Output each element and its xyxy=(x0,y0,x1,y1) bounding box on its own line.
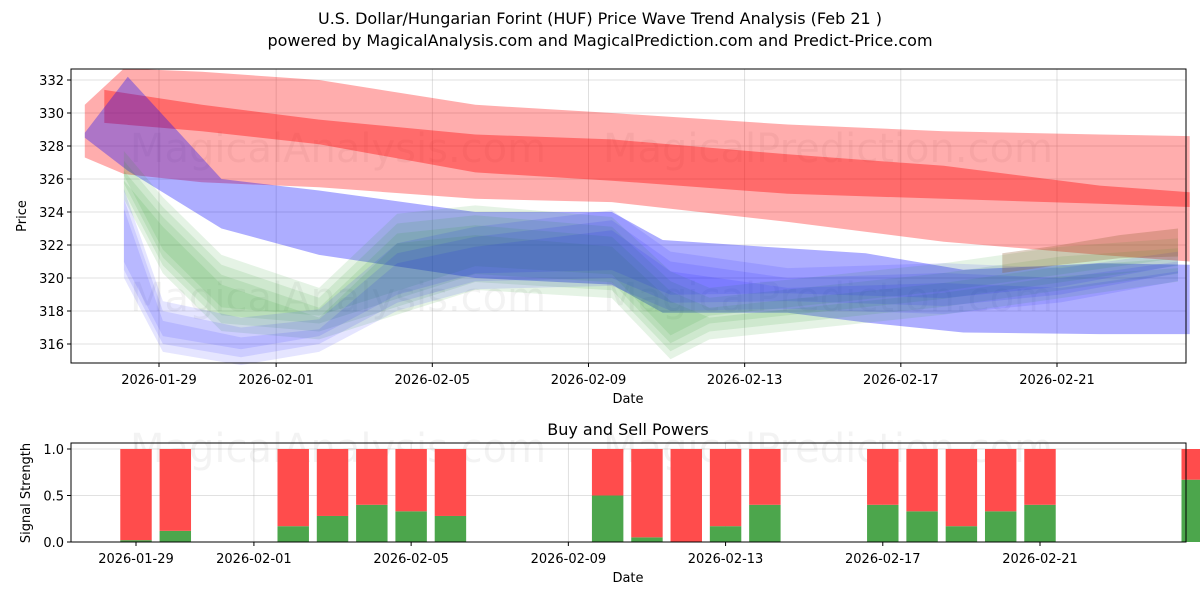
buy-bar xyxy=(277,526,309,542)
signal-panel: Buy and Sell Powers MagicalAnalysis.comM… xyxy=(19,420,1200,586)
watermark-text: MagicalPrediction.com xyxy=(603,275,1053,321)
price-axes-frame xyxy=(70,68,1187,364)
price-band-red-band-inner xyxy=(104,89,1190,207)
buy-bar xyxy=(906,511,938,542)
sell-bar xyxy=(395,449,427,512)
buy-bar xyxy=(1181,479,1200,542)
signal-x-tick-label: 2026-02-09 xyxy=(531,552,607,567)
price-x-tick-label: 2026-02-09 xyxy=(551,373,627,388)
sell-bar xyxy=(356,449,388,505)
sell-bar xyxy=(867,449,899,505)
chart-title: U.S. Dollar/Hungarian Forint (HUF) Price… xyxy=(317,9,883,28)
price-x-tick-label: 2026-02-05 xyxy=(395,373,471,388)
buy-bar xyxy=(709,526,742,542)
buy-bar xyxy=(867,504,899,542)
signal-x-tick-label: 2026-02-17 xyxy=(845,552,921,567)
price-band-green-waves xyxy=(123,151,1178,336)
sell-bar xyxy=(670,449,702,542)
price-grid xyxy=(71,69,1186,363)
price-y-tick-label: 322 xyxy=(39,239,64,254)
watermark-text: MagicalAnalysis.com xyxy=(130,126,546,172)
signal-x-label: Date xyxy=(612,571,643,586)
buy-bar xyxy=(945,526,978,542)
price-x-tick-label: 2026-02-01 xyxy=(238,373,314,388)
signal-y-tick-label: 0.5 xyxy=(43,490,64,505)
price-y-label: Price xyxy=(15,200,30,232)
price-y-tick-label: 326 xyxy=(39,173,64,188)
watermark-text: MagicalPrediction.com xyxy=(603,126,1053,172)
price-band-brown-tail xyxy=(1002,228,1178,273)
price-band-blue-fan xyxy=(123,188,1178,350)
price-x-tick-label: 2026-02-17 xyxy=(863,373,939,388)
price-x-label: Date xyxy=(612,392,643,407)
price-watermarks: MagicalAnalysis.com MagicalPrediction.com… xyxy=(130,126,1053,321)
sell-bar xyxy=(984,449,1017,512)
buy-bar xyxy=(159,530,192,542)
price-y-tick-label: 318 xyxy=(39,305,64,320)
buy-bar xyxy=(591,495,624,542)
sell-bar xyxy=(316,449,349,516)
price-series xyxy=(84,68,1190,366)
price-band-blue-fan xyxy=(123,198,1178,358)
price-y-tick-label: 320 xyxy=(39,272,64,287)
sell-bar xyxy=(945,449,978,527)
sell-bar xyxy=(591,449,624,496)
signal-x-tick-label: 2026-02-21 xyxy=(1002,552,1078,567)
price-panel: MagicalAnalysis.com MagicalPrediction.com… xyxy=(15,68,1190,407)
price-band-green-waves xyxy=(123,180,1178,360)
buy-bar xyxy=(120,540,152,542)
price-y-tick-label: 316 xyxy=(39,338,64,353)
price-band-green-waves xyxy=(123,160,1178,344)
sell-bar xyxy=(749,449,781,505)
sell-bar xyxy=(709,449,742,527)
buy-bar xyxy=(1024,504,1056,542)
price-band-blue-fan xyxy=(123,208,1178,366)
price-y-tick-label: 328 xyxy=(39,140,64,155)
sell-bar xyxy=(159,449,192,531)
signal-y-label: Signal Strength xyxy=(19,443,34,543)
signal-title: Buy and Sell Powers xyxy=(547,420,709,439)
buy-bar xyxy=(434,515,467,542)
buy-bar xyxy=(316,515,349,542)
sell-bar xyxy=(631,449,663,538)
price-y-tick-label: 330 xyxy=(39,107,64,122)
price-y-tick-label: 332 xyxy=(39,74,64,89)
signal-axes-frame xyxy=(70,442,1187,543)
sell-bar xyxy=(1181,449,1200,480)
signal-x-tick-label: 2026-02-05 xyxy=(373,552,449,567)
chart-subtitle: powered by MagicalAnalysis.com and Magic… xyxy=(267,31,933,50)
price-x-tick-label: 2026-02-21 xyxy=(1019,373,1095,388)
signal-x-tick-label: 2026-02-01 xyxy=(216,552,292,567)
signal-y-tick-label: 1.0 xyxy=(43,443,64,458)
price-band-red-band-outer xyxy=(84,68,1190,262)
buy-bar xyxy=(984,511,1017,542)
price-band-green-waves xyxy=(123,170,1178,352)
price-x-tick-label: 2026-01-29 xyxy=(121,373,197,388)
watermark-text: MagicalAnalysis.com xyxy=(130,275,546,321)
signal-y-tick-label: 0.0 xyxy=(43,536,64,551)
buy-bar xyxy=(631,537,663,542)
signal-x-tick-label: 2026-01-29 xyxy=(98,552,174,567)
buy-bar xyxy=(356,504,388,542)
price-band-blue-band xyxy=(84,76,1190,335)
price-y-tick-label: 324 xyxy=(39,206,64,221)
sell-bar xyxy=(277,449,309,527)
signal-x-tick-label: 2026-02-13 xyxy=(688,552,764,567)
sell-bar xyxy=(120,449,152,541)
buy-bar xyxy=(395,511,427,542)
buy-bar xyxy=(749,504,781,542)
sell-bar xyxy=(434,449,467,516)
price-ticks: 2026-01-29 2026-02-01 2026-02-05 2026-02-09… xyxy=(39,74,1095,388)
sell-bar xyxy=(906,449,938,512)
signal-ticks: 2026-01-29 2026-02-01 2026-02-05 2026-02-09… xyxy=(43,443,1077,567)
price-x-tick-label: 2026-02-13 xyxy=(707,373,783,388)
sell-bar xyxy=(1024,449,1056,505)
signal-bars xyxy=(120,449,1200,542)
